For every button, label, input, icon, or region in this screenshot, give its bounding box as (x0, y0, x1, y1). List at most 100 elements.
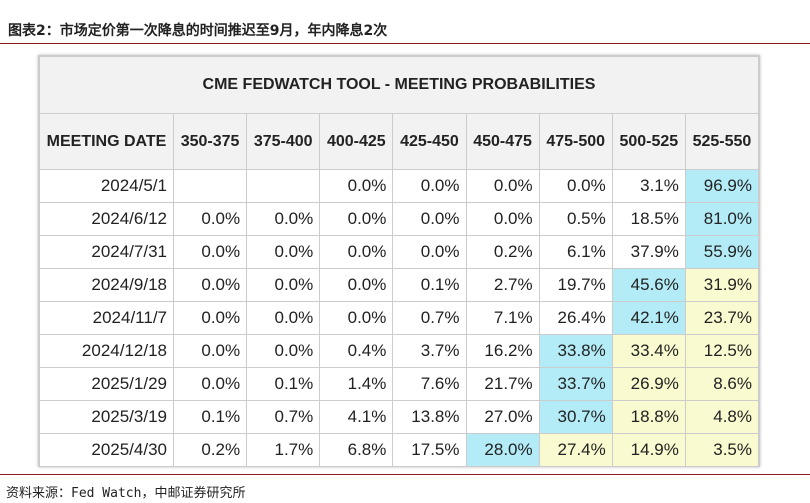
meeting-date: 2025/1/29 (39, 367, 174, 401)
table-body: 2024/5/1 0.0% 0.0% 0.0% 0.0% 3.1% 96.9% 2024/6/… (39, 169, 760, 467)
probability-cell: 0.0% (246, 202, 321, 236)
row: 2025/4/30 0.2% 1.7% 6.8% 17.5% 28.0% 27.4% 14.9… (39, 433, 760, 467)
probability-cell: 30.7% (538, 400, 613, 434)
probability-cell: 26.4% (538, 301, 613, 335)
row: 2024/6/12 0.0% 0.0% 0.0% 0.0% 0.0% 0.5% 18.5% 81… (39, 202, 760, 236)
probability-cell: 16.2% (465, 334, 540, 368)
probability-cell: 0.0% (319, 301, 394, 335)
column-header: 425-450 (392, 113, 467, 170)
column-header: 500-525 (611, 113, 686, 170)
probability-cell: 0.7% (246, 400, 321, 434)
probability-cell: 0.0% (392, 169, 467, 203)
probability-cell: 0.7% (392, 301, 467, 335)
probability-cell: 3.7% (392, 334, 467, 368)
meeting-date: 2024/7/31 (39, 235, 174, 269)
probability-cell: 18.8% (611, 400, 686, 434)
probability-cell: 27.4% (538, 433, 613, 467)
probability-cell: 31.9% (684, 268, 760, 302)
header-row: MEETING DATE 350-375 375-400 400-425 425-450… (39, 113, 760, 170)
probability-cell: 0.1% (246, 367, 321, 401)
probability-cell: 81.0% (684, 202, 760, 236)
probability-cell: 19.7% (538, 268, 613, 302)
probability-cell: 0.0% (172, 268, 248, 302)
probability-cell: 13.8% (392, 400, 467, 434)
table: CME FEDWATCH TOOL - MEETING PROBABILITIE… (39, 56, 760, 467)
meeting-date: 2025/4/30 (39, 433, 174, 467)
probability-cell: 7.1% (465, 301, 540, 335)
probability-cell: 33.8% (538, 334, 613, 368)
meeting-date: 2024/12/18 (39, 334, 174, 368)
probability-cell: 0.0% (319, 169, 394, 203)
row: 2025/3/19 0.1% 0.7% 4.1% 13.8% 27.0% 30.7% 18.8… (39, 400, 760, 434)
probability-cell: 0.0% (172, 301, 248, 335)
table-box: CME FEDWATCH TOOL - MEETING PROBABILITIE… (38, 55, 760, 467)
column-header: 525-550 (684, 113, 760, 170)
probability-cell: 0.0% (172, 334, 248, 368)
probability-cell: 0.0% (246, 268, 321, 302)
probability-cell: 28.0% (465, 433, 540, 467)
column-header: 475-500 (538, 113, 613, 170)
probability-cell: 26.9% (611, 367, 686, 401)
probability-cell: 3.1% (611, 169, 686, 203)
probability-cell: 0.4% (319, 334, 394, 368)
rule (0, 43, 810, 44)
probability-cell: 0.0% (319, 202, 394, 236)
probability-cell: 0.5% (538, 202, 613, 236)
figure-title: 图表2：市场定价第一次降息的时间推迟至9月，年内降息2次 (8, 23, 388, 39)
source: 资料来源：Fed Watch，中邮证券研究所 (6, 486, 246, 501)
probability-cell: 45.6% (611, 268, 686, 302)
probability-cell: 7.6% (392, 367, 467, 401)
meeting-date: 2024/11/7 (39, 301, 174, 335)
probability-cell: 8.6% (684, 367, 760, 401)
probability-cell: 0.1% (172, 400, 248, 434)
meeting-date: 2025/3/19 (39, 400, 174, 434)
meeting-date: 2024/9/18 (39, 268, 174, 302)
probability-cell: 4.8% (684, 400, 760, 434)
probability-cell: 18.5% (611, 202, 686, 236)
probability-cell: 0.0% (465, 169, 540, 203)
table-title: CME FEDWATCH TOOL - MEETING PROBABILITIE… (39, 56, 759, 114)
probability-cell: 0.0% (319, 268, 394, 302)
column-header: 400-425 (319, 113, 394, 170)
probability-cell: 0.0% (319, 235, 394, 269)
probability-cell: 3.5% (684, 433, 760, 467)
probability-cell: 14.9% (611, 433, 686, 467)
meeting-date: 2024/5/1 (39, 169, 174, 203)
probability-cell: 0.0% (172, 367, 248, 401)
column-header: MEETING DATE (39, 113, 174, 170)
probability-cell: 0.0% (465, 202, 540, 236)
row: 2024/12/18 0.0% 0.0% 0.4% 3.7% 16.2% 33.8% 33.4… (39, 334, 760, 368)
probability-cell: 55.9% (684, 235, 760, 269)
probability-cell: 4.1% (319, 400, 394, 434)
probability-cell: 0.2% (465, 235, 540, 269)
probability-cell: 33.4% (611, 334, 686, 368)
column-header: 350-375 (172, 113, 248, 170)
probability-cell: 37.9% (611, 235, 686, 269)
probability-cell: 0.0% (246, 235, 321, 269)
rule (0, 474, 810, 475)
probability-cell: 42.1% (611, 301, 686, 335)
row: 2024/7/31 0.0% 0.0% 0.0% 0.0% 0.2% 6.1% 37.9% 55… (39, 235, 760, 269)
probability-cell: 21.7% (465, 367, 540, 401)
probability-cell: 27.0% (465, 400, 540, 434)
probability-cell: 96.9% (684, 169, 760, 203)
probability-cell: 0.0% (392, 202, 467, 236)
probability-cell: 0.0% (172, 235, 248, 269)
row: 2024/11/7 0.0% 0.0% 0.0% 0.7% 7.1% 26.4% 42.1% 2… (39, 301, 760, 335)
probability-cell: 6.1% (538, 235, 613, 269)
probability-cell: 0.0% (392, 235, 467, 269)
probability-cell: 1.7% (246, 433, 321, 467)
probability-cell: 1.4% (319, 367, 394, 401)
probability-cell: 0.0% (538, 169, 613, 203)
probability-cell: 2.7% (465, 268, 540, 302)
probability-cell: 0.0% (172, 202, 248, 236)
probability-cell: 6.8% (319, 433, 394, 467)
row: 2024/5/1 0.0% 0.0% 0.0% 0.0% 3.1% 96.9% (39, 169, 760, 203)
row: 2025/1/29 0.0% 0.1% 1.4% 7.6% 21.7% 33.7% 26.9%… (39, 367, 760, 401)
column-header: 450-475 (465, 113, 540, 170)
probability-cell: 23.7% (684, 301, 760, 335)
probability-cell: 0.0% (246, 301, 321, 335)
probability-cell: 0.0% (246, 334, 321, 368)
probability-cell: 33.7% (538, 367, 613, 401)
